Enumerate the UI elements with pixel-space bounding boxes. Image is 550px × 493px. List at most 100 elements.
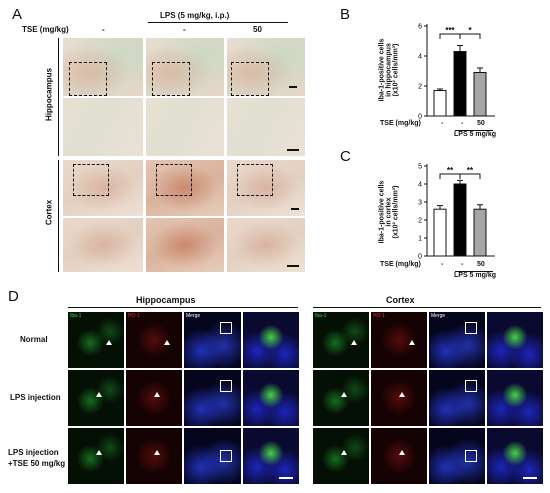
zoom-box (152, 62, 190, 96)
arrowhead-marker (106, 340, 112, 345)
fluor-hippocampus-normal-zoom (243, 312, 299, 368)
ihc-cortex-normal-low (63, 160, 143, 216)
cortex-bracket (58, 160, 59, 272)
ihc-cortex-normal-zoom (63, 218, 143, 272)
ylabel-c-line1: Iba-1-positive cells (378, 180, 386, 244)
arrowhead-marker (96, 450, 102, 455)
region-title-hippocampus: Hippocampus (136, 295, 196, 305)
scale-bar (523, 477, 537, 479)
fluor-hippocampus-lps-tse-zoom (243, 428, 299, 484)
zoom-box (465, 450, 477, 462)
chart-c-sig-bracket-1 (459, 173, 481, 179)
ihc-hippo-lps-zoom (146, 98, 224, 156)
lps-header-line (148, 22, 288, 23)
ihc-hippo-tse-low (227, 38, 305, 96)
fluor-cortex-normal-zoom (487, 312, 543, 368)
col-value-1: - (102, 25, 105, 34)
c-x1: - (441, 261, 444, 268)
tse-label: TSE (mg/kg) (22, 25, 69, 34)
fluor-cortex-lps-zoom (487, 370, 543, 426)
zoom-box (465, 322, 477, 334)
fluor-hippocampus-lps-zoom (243, 370, 299, 426)
lps-line-b (455, 130, 493, 131)
fluor-cortex-normal-ho1: HO-1 (371, 312, 427, 368)
ihc-hippo-normal-low (63, 38, 143, 96)
chart-c-bar-1 (453, 183, 467, 257)
fluor-hippocampus-lps-iba1 (68, 370, 124, 426)
chart-c-sig-label-1: ** (467, 166, 474, 175)
arrowhead-marker (341, 392, 347, 397)
region-line-hippocampus (68, 307, 298, 308)
ihc-hippo-normal-zoom (63, 98, 143, 156)
scale-bar (289, 86, 297, 88)
panel-label-b: B (340, 6, 351, 23)
zoom-box (73, 164, 109, 196)
zoom-box (220, 322, 232, 334)
chart-c-ytick-label-5: 5 (418, 164, 422, 171)
tse-label-b: TSE (mg/kg) (380, 120, 421, 127)
c-x2: - (461, 261, 464, 268)
scale-bar (279, 477, 293, 479)
zoom-box (69, 62, 107, 96)
fluor-hippocampus-normal-iba1: Iba-1 (68, 312, 124, 368)
arrowhead-marker (399, 450, 405, 455)
row-label-lps: LPS injection (10, 393, 61, 402)
chart-b-ytick-label-2: 4 (418, 54, 422, 61)
fluor-cortex-lps-tse-iba1 (313, 428, 369, 484)
zoom-box (156, 164, 192, 196)
row-label-lps-tse: LPS injection +TSE 50 mg/kg (8, 448, 66, 468)
b-x1: - (441, 120, 444, 127)
fluor-hippocampus-lps-ho1 (126, 370, 182, 426)
channel-label-iba1: Iba-1 (315, 313, 327, 319)
chart-b-ytick-label-0: 0 (418, 114, 422, 121)
ylabel-b-line2: in hippocampus (385, 43, 393, 97)
chart-b-sig-label-0: *** (445, 26, 455, 35)
fluor-hippocampus-lps-tse-merge (184, 428, 241, 484)
scale-bar (287, 149, 299, 151)
arrowhead-marker (409, 340, 415, 345)
fluor-cortex-lps-tse-ho1 (371, 428, 427, 484)
row-label-cortex: Cortex (44, 199, 54, 226)
fluor-cortex-normal-merge: Merge (429, 312, 485, 368)
b-x3: 50 (477, 120, 485, 127)
hippocampus-bracket (58, 38, 59, 156)
ihc-hippo-tse-zoom (227, 98, 305, 156)
region-line-cortex (313, 307, 541, 308)
c-x3: 50 (477, 261, 485, 268)
row-label-normal: Normal (20, 335, 48, 344)
tse-label-c: TSE (mg/kg) (380, 261, 421, 268)
chart-b-bar-0 (433, 90, 447, 117)
chart-c-bar-2 (473, 208, 487, 257)
chart-b-ytick-label-3: 6 (418, 24, 422, 31)
chart-b-bar-1 (453, 51, 467, 117)
zoom-box (237, 164, 273, 196)
lps-label-c: LPS 5 mg/kg (454, 272, 497, 279)
chart-c-ytick-label-3: 3 (418, 200, 422, 207)
ihc-cortex-lps-low (146, 160, 224, 216)
ylabel-c: Iba-1-positive cells in cortex (x10² cel… (368, 162, 410, 262)
col-value-3: 50 (253, 25, 262, 34)
arrowhead-marker (96, 392, 102, 397)
row-label-hippocampus: Hippocampus (44, 68, 54, 121)
lps-line-c (455, 271, 493, 272)
ihc-cortex-lps-zoom (146, 218, 224, 272)
channel-label-merge: Merge (186, 313, 201, 319)
fluor-cortex-lps-iba1 (313, 370, 369, 426)
lps-header: LPS (5 mg/kg, i.p.) (160, 11, 230, 20)
chart-c-ytick-label-2: 2 (418, 218, 422, 225)
zoom-box (220, 450, 232, 462)
panel-label-d: D (8, 288, 19, 305)
chart-c-ytick-label-1: 1 (418, 236, 422, 243)
fluor-cortex-lps-ho1 (371, 370, 427, 426)
fluor-hippocampus-lps-tse-ho1 (126, 428, 182, 484)
fluor-hippocampus-lps-tse-iba1 (68, 428, 124, 484)
b-x2: - (461, 120, 464, 127)
panel-label-c: C (340, 148, 351, 165)
fluor-hippocampus-normal-merge: Merge (184, 312, 241, 368)
scale-bar (291, 208, 299, 210)
fluor-cortex-lps-tse-zoom (487, 428, 543, 484)
chart-c: 0 1 2 3 4 5 ** ** (418, 164, 495, 261)
region-title-cortex: Cortex (386, 295, 415, 305)
chart-c-sig-label-0: ** (447, 166, 454, 175)
